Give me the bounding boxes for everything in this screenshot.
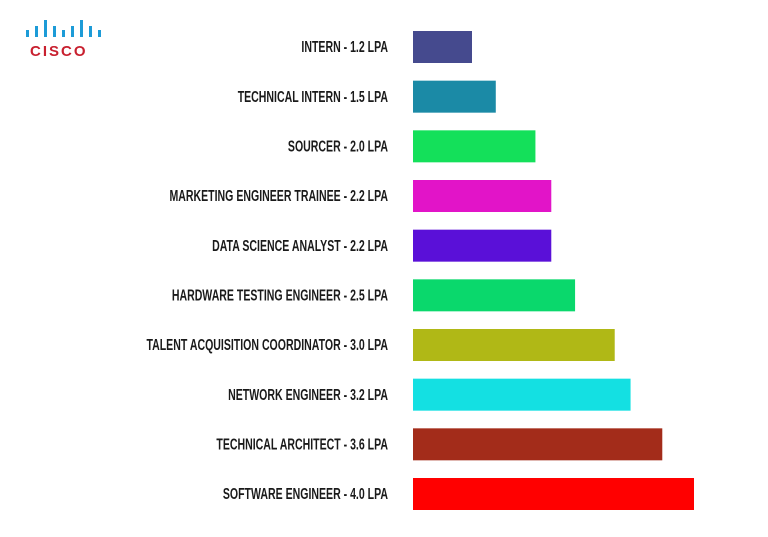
- category-label: MARKETING ENGINEER TRAINEE - 2.2 LPA: [169, 187, 388, 205]
- bar: [413, 31, 472, 63]
- bar: [413, 229, 552, 262]
- logo-text: CISCO: [30, 43, 88, 60]
- category-label: TECHNICAL ARCHITECT - 3.6 LPA: [216, 435, 388, 453]
- category-label: HARDWARE TESTING ENGINEER - 2.5 LPA: [172, 286, 388, 304]
- category-label: INTERN - 1.2 LPA: [301, 38, 388, 56]
- logo-icon: [26, 20, 101, 37]
- category-label: NETWORK ENGINEER - 3.2 LPA: [228, 386, 388, 404]
- bar: [413, 130, 536, 163]
- category-label: TALENT ACQUISITION COORDINATOR - 3.0 LPA: [146, 336, 388, 354]
- bar: [413, 80, 496, 113]
- bar: [413, 478, 694, 510]
- category-label: TECHNICAL INTERN - 1.5 LPA: [238, 88, 388, 106]
- category-label: SOFTWARE ENGINEER - 4.0 LPA: [223, 485, 388, 503]
- bar: [413, 180, 552, 212]
- category-label: SOURCER - 2.0 LPA: [288, 137, 388, 155]
- bar: [413, 378, 631, 411]
- bar: [413, 428, 663, 461]
- bar: [413, 329, 615, 361]
- category-label: DATA SCIENCE ANALYST - 2.2 LPA: [212, 237, 388, 255]
- bar: [413, 279, 576, 312]
